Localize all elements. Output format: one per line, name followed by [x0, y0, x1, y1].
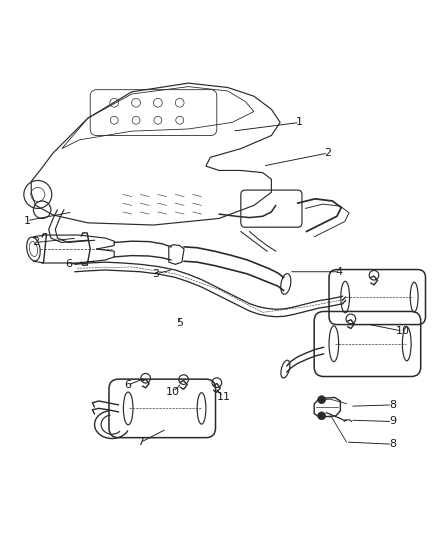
Text: 8: 8	[389, 439, 396, 449]
Text: 3: 3	[152, 269, 159, 279]
Text: 7: 7	[137, 438, 144, 448]
Text: 10: 10	[396, 326, 410, 336]
Text: 6: 6	[124, 380, 131, 390]
Text: 1: 1	[23, 216, 30, 225]
Text: 1: 1	[296, 117, 303, 127]
Text: 6: 6	[65, 260, 72, 269]
Text: 5: 5	[176, 318, 183, 328]
Text: 11: 11	[216, 392, 230, 401]
Text: 10: 10	[166, 387, 180, 397]
Text: 9: 9	[389, 416, 396, 426]
Text: 4: 4	[336, 266, 343, 277]
Text: 2: 2	[325, 148, 332, 158]
Circle shape	[318, 412, 325, 420]
Text: 2: 2	[32, 238, 39, 247]
Circle shape	[318, 395, 325, 403]
Text: 8: 8	[389, 400, 396, 410]
